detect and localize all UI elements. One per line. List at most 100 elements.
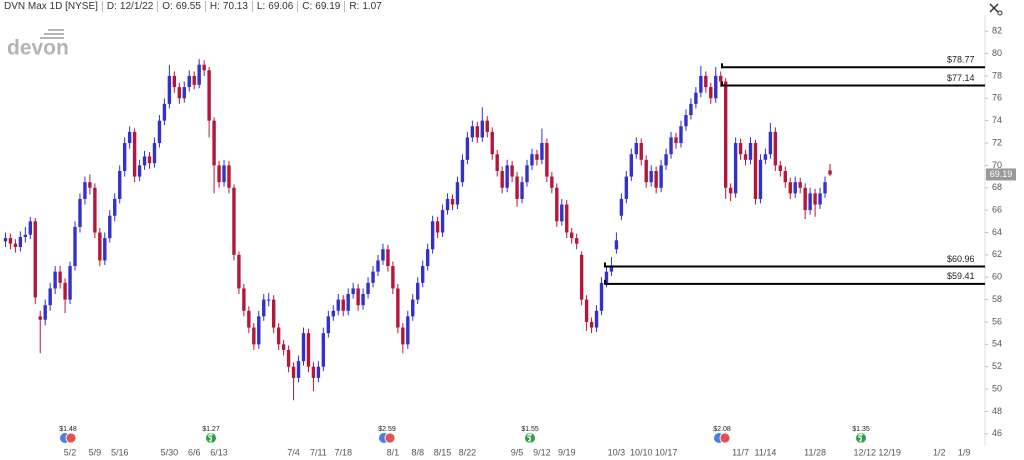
candle-body	[535, 154, 539, 160]
candle-body	[649, 170, 653, 183]
y-tick-label: 70	[992, 160, 1002, 170]
candle-body	[207, 70, 211, 121]
candle-body	[212, 120, 216, 166]
candle-body	[108, 215, 112, 239]
candle-body	[351, 288, 355, 295]
candle-body	[470, 126, 475, 138]
candle-body	[336, 299, 340, 311]
y-tick-label: 72	[992, 137, 1002, 147]
level-label: $60.96	[947, 254, 975, 264]
candle-body	[808, 193, 812, 211]
candle-body	[550, 176, 554, 188]
candle-body	[604, 271, 609, 283]
y-tick-label: 64	[992, 227, 1002, 237]
candle-body	[510, 165, 514, 177]
dividend-marker: $1.27	[202, 426, 220, 443]
candle-body	[570, 232, 574, 239]
candle-body	[644, 159, 648, 183]
candle-body	[709, 87, 713, 99]
candle-body	[495, 154, 499, 171]
candle-body	[768, 131, 773, 155]
field-label: R:	[349, 1, 360, 12]
candle-body	[68, 266, 72, 300]
candle-body	[490, 131, 494, 155]
event-icon	[384, 432, 396, 444]
x-tick-label: 11/7	[732, 447, 749, 457]
dividend-marker: $1.55	[521, 426, 539, 443]
y-tick-label: 60	[992, 272, 1002, 282]
y-tick-label: 78	[992, 70, 1002, 80]
candle-body	[227, 165, 231, 188]
candle-body	[639, 143, 643, 160]
candle-body	[719, 75, 723, 82]
candle-body	[420, 266, 425, 283]
x-tick-label: 10/3	[608, 447, 626, 457]
candle-body	[331, 310, 335, 317]
field-value: 69.06	[268, 1, 294, 12]
candle-body	[555, 187, 559, 222]
candle-body	[445, 198, 450, 211]
candle-body	[18, 236, 23, 248]
candle-body	[257, 316, 261, 345]
x-tick-label: 7/18	[334, 447, 352, 457]
candle-body	[684, 115, 688, 127]
x-tick-label: 12/12	[853, 447, 876, 457]
dividend-marker: $1.48	[59, 426, 77, 444]
candle-body	[58, 271, 62, 283]
price-tag-label: 69.19	[990, 169, 1013, 179]
candle-body	[376, 260, 380, 272]
candle-body	[440, 210, 445, 233]
x-tick-label: 8/22	[459, 447, 477, 457]
x-tick-label: 7/11	[310, 447, 327, 457]
candle-body	[560, 204, 564, 222]
candle-body	[113, 198, 117, 216]
x-tick-label: 9/19	[558, 447, 576, 457]
field-label: C:	[302, 1, 313, 12]
candle-body	[694, 92, 698, 104]
candle-body	[530, 154, 534, 166]
candle-body	[306, 333, 311, 367]
field-value: 69.55	[175, 1, 201, 12]
candle-body	[122, 143, 127, 171]
candle-body	[391, 266, 395, 289]
candle-body	[723, 81, 728, 188]
y-tick-label: 48	[992, 406, 1002, 416]
candle-body	[664, 154, 668, 166]
field-label: L:	[256, 1, 266, 12]
candle-body	[594, 310, 599, 328]
candle-body	[460, 159, 465, 183]
candle-body	[127, 131, 132, 144]
candle-body	[406, 316, 410, 345]
candle-body	[455, 182, 460, 205]
logo-text: devon	[7, 37, 69, 60]
candle-body	[823, 182, 827, 194]
candle-body	[738, 143, 743, 155]
tools-icon[interactable]	[989, 3, 1003, 16]
y-tick-label: 62	[992, 249, 1002, 259]
x-tick-label: 6/13	[210, 447, 228, 457]
x-tick-label: 1/9	[958, 447, 971, 457]
x-tick-label: 11/28	[804, 447, 826, 457]
y-tick-label: 52	[992, 361, 1002, 371]
field-value: 70.13	[222, 1, 248, 12]
candle-body	[699, 75, 703, 93]
x-tick-label: 8/8	[411, 447, 424, 457]
candle-body	[386, 249, 390, 267]
candle-body	[326, 316, 331, 334]
dividend-label: $2.59	[378, 426, 396, 433]
candle-body	[48, 288, 52, 306]
candle-body	[480, 120, 485, 138]
header-field: H: 70.13	[204, 1, 252, 12]
y-tick-label: 56	[992, 316, 1002, 326]
x-tick-label: 8/15	[434, 447, 452, 457]
candle-body	[753, 143, 758, 199]
y-tick-label: 66	[992, 205, 1002, 215]
candle-body	[103, 238, 107, 261]
header-field: O: 69.55	[157, 1, 205, 12]
candle-body	[704, 75, 708, 88]
candle-body	[38, 316, 42, 320]
candle-body	[425, 249, 430, 267]
candle-body	[93, 187, 97, 233]
event-icon	[719, 432, 731, 444]
candle-body	[162, 103, 167, 121]
